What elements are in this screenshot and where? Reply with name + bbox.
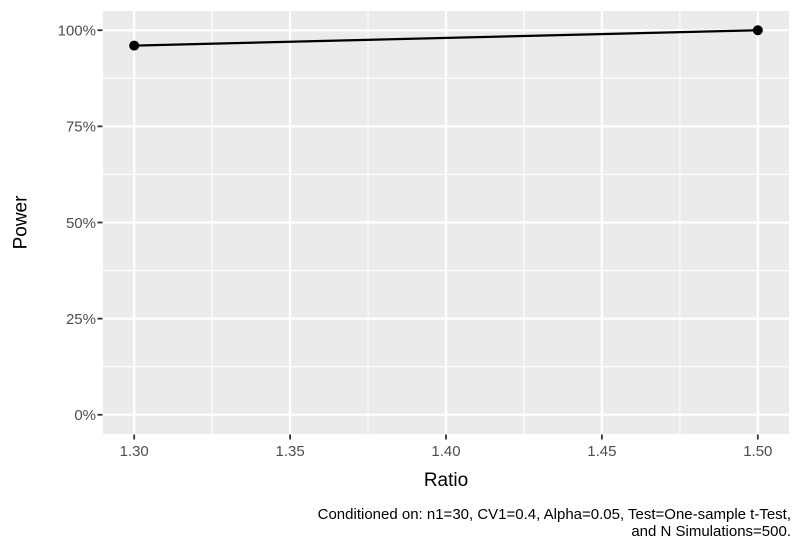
caption-line-1: Conditioned on: n1=30, CV1=0.4, Alpha=0.…: [318, 506, 791, 523]
x-tick-label: 1.45: [587, 443, 616, 460]
y-tick-label: 100%: [58, 22, 96, 39]
x-tick-label: 1.35: [275, 443, 304, 460]
x-tick-label: 1.30: [120, 443, 149, 460]
y-tick-label: 50%: [66, 215, 96, 232]
series-line: [134, 29, 758, 47]
y-tick-label: 25%: [66, 311, 96, 328]
x-tick-label: 1.40: [431, 443, 460, 460]
data-point: [752, 25, 763, 36]
chart-layer: 1.30 1.35 1.40 1.45 1.50 0% 25% 50% 75% 100%: [58, 11, 789, 460]
y-axis-title: Power: [11, 195, 32, 250]
x-tick-label: 1.50: [743, 443, 772, 460]
y-tick-label: 75%: [66, 119, 96, 136]
y-tick-label: 0%: [74, 407, 96, 424]
x-axis-title: Ratio: [424, 470, 468, 491]
caption-line-2: and N Simulations=500.: [631, 523, 791, 540]
data-point: [129, 40, 140, 51]
